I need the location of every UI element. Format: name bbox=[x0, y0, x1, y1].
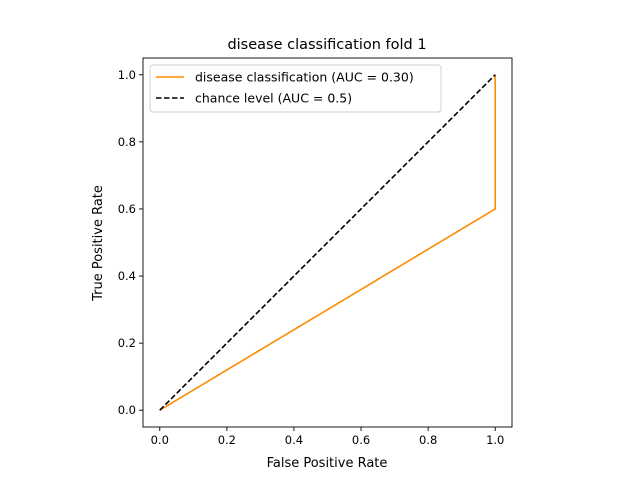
legend: disease classification (AUC = 0.30) chanc… bbox=[149, 64, 442, 113]
y-tick-label: 0.6 bbox=[118, 202, 136, 216]
x-tick-label: 0.6 bbox=[352, 433, 370, 447]
series-layer bbox=[159, 74, 497, 411]
y-axis: 0.0 0.2 0.4 0.6 0.8 1.0 bbox=[118, 68, 143, 417]
y-tick-label: 1.0 bbox=[118, 68, 136, 82]
x-tick-label: 1.0 bbox=[486, 433, 504, 447]
y-tick-label: 0.8 bbox=[118, 135, 136, 149]
x-tick-label: 0.8 bbox=[419, 433, 437, 447]
x-tick-label: 0.2 bbox=[218, 433, 236, 447]
x-axis-label: False Positive Rate bbox=[267, 456, 388, 471]
y-tick-label: 0.0 bbox=[118, 403, 136, 417]
plot-area bbox=[142, 57, 513, 428]
x-axis: 0.0 0.2 0.4 0.6 0.8 1.0 bbox=[151, 427, 504, 447]
x-tick-label: 0.4 bbox=[285, 433, 303, 447]
y-tick-label: 0.4 bbox=[118, 269, 136, 283]
legend-label: chance level (AUC = 0.5) bbox=[195, 91, 352, 106]
chance-level-line bbox=[159, 74, 496, 411]
roc-curve-line bbox=[159, 74, 497, 411]
x-tick-label: 0.0 bbox=[151, 433, 169, 447]
y-axis-label: True Positive Rate bbox=[91, 185, 106, 302]
chart-title: disease classification fold 1 bbox=[227, 37, 426, 53]
legend-label: disease classification (AUC = 0.30) bbox=[195, 70, 414, 85]
y-tick-label: 0.2 bbox=[118, 336, 136, 350]
plot-frame bbox=[142, 57, 513, 428]
legend-box bbox=[149, 64, 442, 113]
